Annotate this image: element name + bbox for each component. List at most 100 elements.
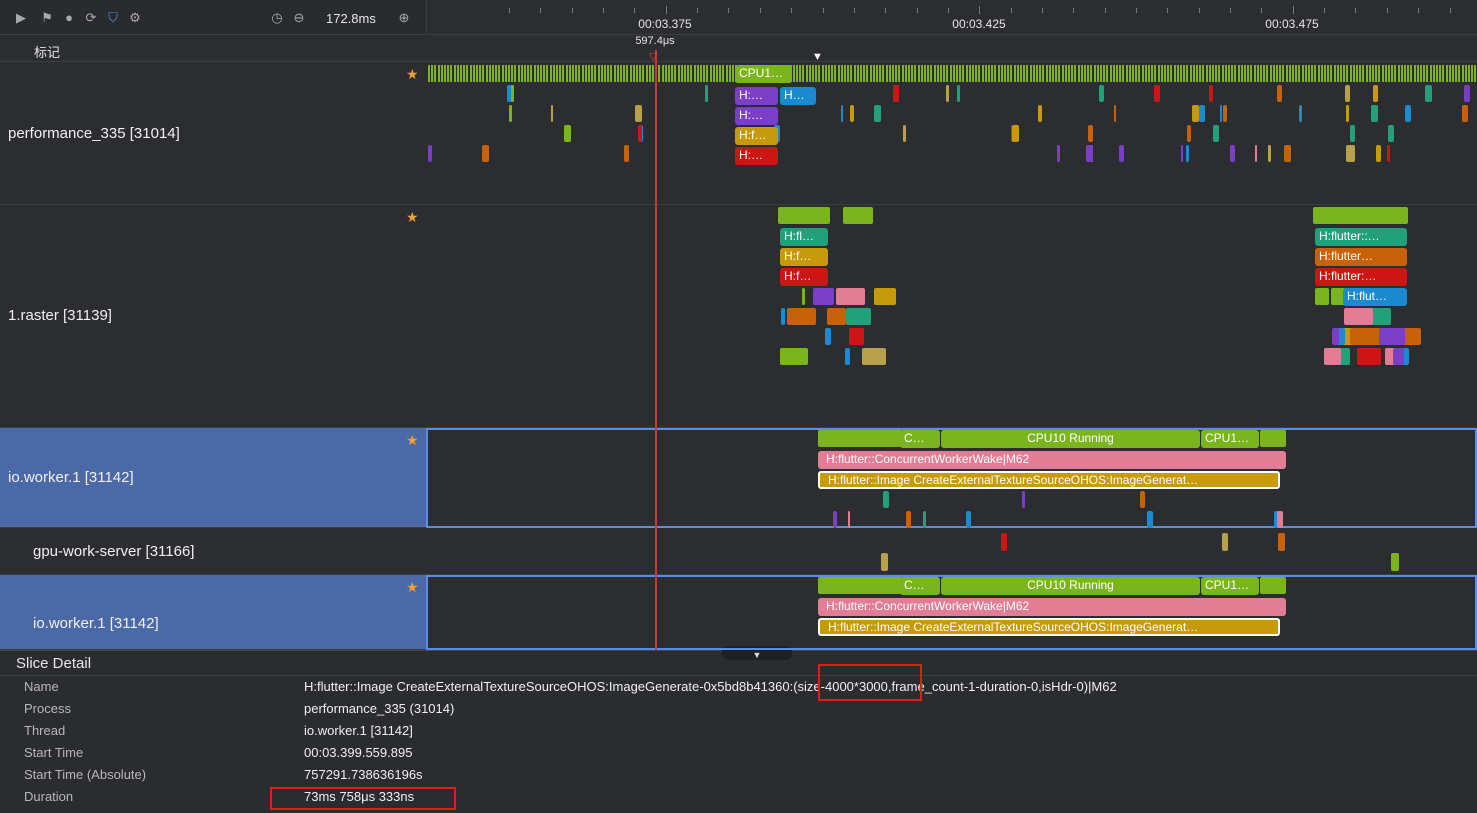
star-button[interactable]: ★	[406, 209, 419, 225]
ruler-tick	[634, 8, 636, 13]
cursor-marker[interactable]: ▽	[649, 51, 658, 63]
cpu-bar	[1407, 65, 1410, 82]
slice[interactable]: H:flutter::Image CreateExternalTextureSo…	[818, 618, 1280, 636]
slice	[847, 511, 851, 528]
slice[interactable]: CPU10 Running	[941, 430, 1200, 448]
slice[interactable]: H:…	[735, 107, 778, 125]
cpu-bar	[1432, 65, 1435, 82]
slice[interactable]: H:f…	[780, 268, 828, 286]
slice[interactable]: H:f…	[780, 248, 828, 266]
slice[interactable]: CPU1…	[1201, 577, 1259, 595]
slice[interactable]: H:flutter::ConcurrentWorkerWake|M62	[818, 451, 1286, 469]
slice	[1198, 105, 1205, 122]
slice	[1208, 85, 1213, 102]
cpu-bar	[530, 65, 533, 82]
slice[interactable]: H…	[780, 87, 816, 105]
cpu-bar	[639, 65, 642, 82]
slice	[704, 85, 709, 102]
cpu-bar	[540, 65, 542, 82]
cpu-bar	[648, 65, 651, 82]
slice	[849, 328, 864, 345]
star-button[interactable]: ★	[406, 66, 419, 82]
cpu-bar	[946, 65, 949, 82]
zoom-out-button[interactable]: ⊖	[293, 11, 305, 25]
slice[interactable]: H:flutter:…	[1315, 268, 1407, 286]
slice	[906, 511, 912, 528]
slice[interactable]: CPU10 Running	[941, 577, 1200, 595]
slice[interactable]: H:…	[735, 147, 778, 165]
cpu-bar	[1436, 65, 1438, 82]
track-name: io.worker.1 [31142]	[8, 469, 134, 486]
track-header[interactable]	[0, 205, 426, 428]
slice[interactable]: H:…	[735, 87, 778, 105]
cpu-bar	[1381, 65, 1384, 82]
cpu-bar	[1032, 65, 1035, 82]
slice	[892, 85, 899, 102]
track-header[interactable]	[0, 528, 426, 575]
cpu-bar	[1180, 65, 1182, 82]
play-button[interactable]: ▶	[16, 11, 26, 25]
filter-button[interactable]: ⛉	[108, 11, 118, 25]
slice[interactable]: H:f…	[735, 127, 778, 145]
cpu-bar	[991, 65, 994, 82]
cpu-bar	[1269, 65, 1272, 82]
flag-button[interactable]: ⚑	[41, 11, 53, 25]
ruler-tick	[728, 8, 730, 13]
cpu-bar	[818, 430, 902, 447]
slice[interactable]: H:flut…	[1343, 288, 1407, 306]
slice	[862, 348, 887, 365]
slice[interactable]: H:flutter::…	[1315, 228, 1407, 246]
slice	[957, 85, 961, 102]
track-header[interactable]	[0, 428, 426, 528]
slice	[882, 491, 889, 508]
star-button[interactable]: ★	[406, 432, 419, 448]
slice[interactable]: H:fl…	[780, 228, 828, 246]
cpu-bar	[850, 65, 853, 82]
track-header[interactable]	[0, 62, 426, 205]
cpu-bar	[805, 65, 808, 82]
cpu-bar	[488, 65, 491, 82]
cpu-bar	[1007, 65, 1010, 82]
slice	[832, 511, 838, 528]
cpu-bar	[456, 65, 459, 82]
record-button[interactable]: ●	[65, 11, 73, 25]
cpu-bar	[629, 65, 632, 82]
cpu-bar	[1256, 65, 1259, 82]
cpu-bar	[693, 65, 696, 82]
slice[interactable]: H:flutter…	[1315, 248, 1407, 266]
slice[interactable]: CPU1…	[1201, 430, 1259, 448]
settings-button[interactable]: ⚙	[129, 11, 141, 25]
cpu-bar	[837, 65, 840, 82]
cpu-bar	[1138, 65, 1141, 82]
cpu-bar	[1372, 65, 1374, 82]
cpu-bar	[460, 65, 462, 82]
cpu-bar	[604, 65, 606, 82]
cpu-bar	[1400, 65, 1403, 82]
cpu-bar	[1132, 65, 1134, 82]
capture-button[interactable]: ⟳	[85, 11, 97, 25]
detail-panel	[0, 650, 1477, 813]
slice[interactable]: C…	[900, 577, 940, 595]
star-button[interactable]: ★	[406, 579, 419, 595]
cpu-bar	[1183, 65, 1186, 82]
slice	[1388, 125, 1394, 142]
ruler-tick	[1010, 8, 1012, 13]
cpu-bar	[632, 65, 635, 82]
slice[interactable]: C…	[900, 430, 940, 448]
zoom-in-button[interactable]: ⊕	[398, 11, 410, 25]
slice	[835, 288, 865, 305]
cpu-bar	[930, 65, 933, 82]
cpu-bar	[1298, 65, 1301, 82]
slice[interactable]: CPU1…	[735, 65, 792, 83]
cpu-bar	[1103, 65, 1106, 82]
slice[interactable]: H:flutter::Image CreateExternalTextureSo…	[818, 471, 1280, 489]
track-header[interactable]	[0, 575, 426, 650]
cpu-bar	[1313, 207, 1408, 224]
cpu-bar	[943, 65, 946, 82]
slice	[1146, 511, 1154, 528]
slice[interactable]: H:flutter::ConcurrentWorkerWake|M62	[818, 598, 1286, 616]
reset-zoom-button[interactable]: ◷	[271, 11, 283, 25]
cpu-bar	[559, 65, 562, 82]
cpu-bar	[1320, 65, 1323, 82]
